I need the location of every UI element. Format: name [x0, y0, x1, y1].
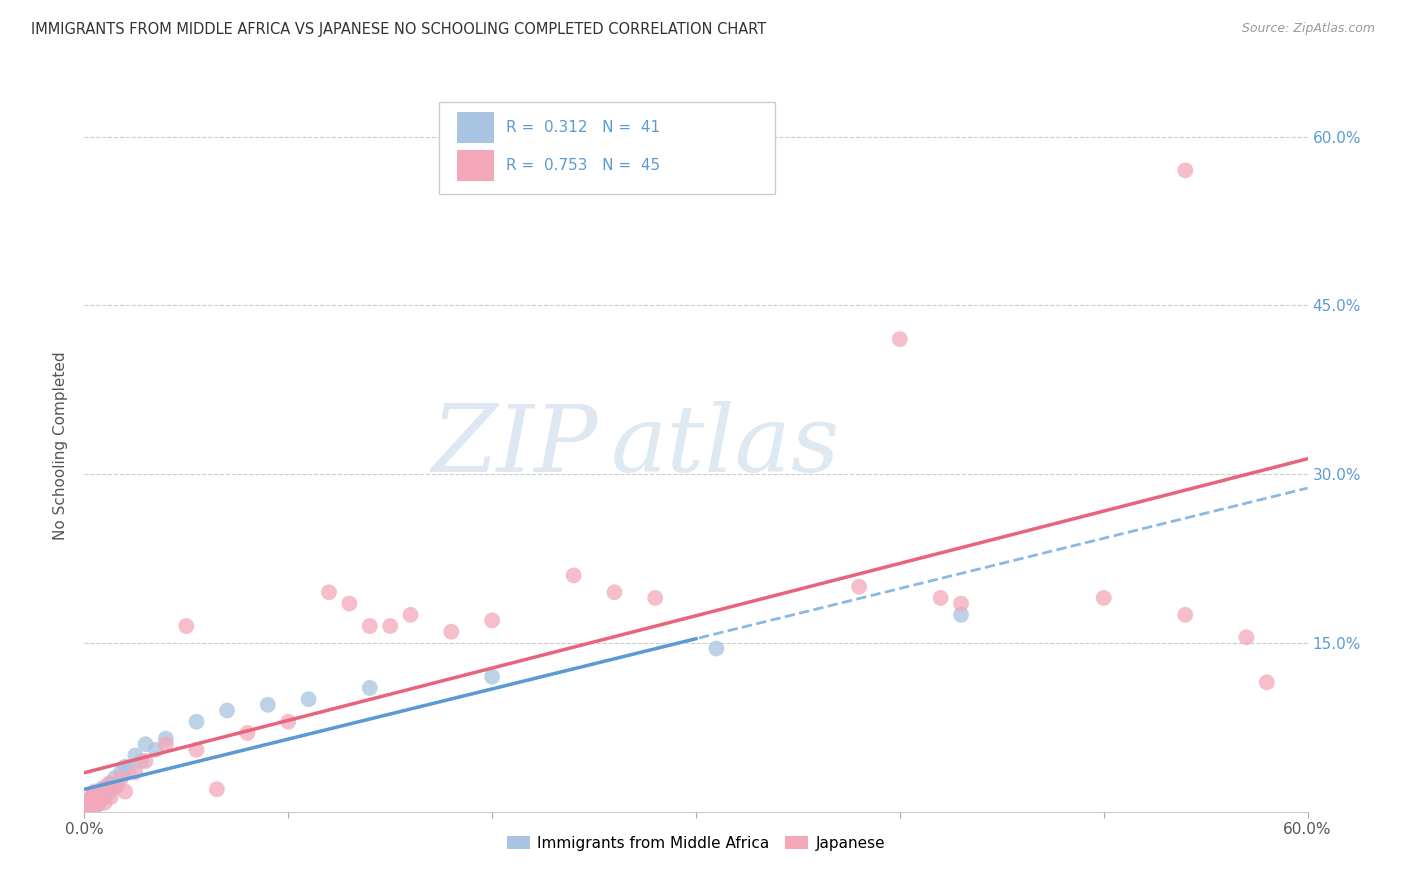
Point	[155, 731, 177, 746]
Point	[86, 793, 108, 807]
Point	[118, 762, 141, 776]
Point	[77, 793, 100, 807]
Point	[186, 714, 208, 729]
Text: R =  0.312   N =  41: R = 0.312 N = 41	[506, 120, 661, 136]
Point	[339, 597, 361, 611]
Text: atlas: atlas	[610, 401, 839, 491]
Point	[91, 787, 114, 801]
Point	[155, 737, 177, 751]
Point	[79, 800, 101, 814]
Point	[97, 786, 120, 800]
Point	[83, 788, 105, 802]
Point	[359, 681, 381, 695]
Point	[1092, 591, 1115, 605]
Text: R =  0.753   N =  45: R = 0.753 N = 45	[506, 159, 661, 173]
Point	[114, 784, 136, 798]
Point	[205, 782, 228, 797]
Point	[93, 796, 115, 810]
Text: IMMIGRANTS FROM MIDDLE AFRICA VS JAPANESE NO SCHOOLING COMPLETED CORRELATION CHA: IMMIGRANTS FROM MIDDLE AFRICA VS JAPANES…	[31, 22, 766, 37]
Point	[96, 782, 118, 797]
Point	[97, 776, 120, 790]
Point	[889, 332, 911, 346]
Point	[86, 797, 108, 812]
Point	[93, 789, 115, 803]
Point	[950, 607, 973, 622]
Legend: Immigrants from Middle Africa, Japanese: Immigrants from Middle Africa, Japanese	[501, 830, 891, 856]
Point	[481, 670, 503, 684]
Point	[1236, 630, 1258, 644]
FancyBboxPatch shape	[457, 112, 494, 144]
Point	[186, 743, 208, 757]
Point	[79, 797, 101, 812]
Point	[82, 797, 104, 811]
Point	[77, 796, 100, 810]
Point	[257, 698, 280, 712]
Point	[145, 743, 167, 757]
Point	[75, 801, 97, 815]
Point	[114, 760, 136, 774]
Point	[110, 771, 132, 785]
Point	[135, 754, 157, 768]
Point	[77, 797, 100, 811]
Point	[91, 781, 114, 796]
Point	[1174, 607, 1197, 622]
Point	[75, 799, 97, 814]
Text: ZIP: ZIP	[432, 401, 598, 491]
Point	[359, 619, 381, 633]
Point	[79, 793, 101, 807]
Point	[481, 614, 503, 628]
Point	[90, 793, 112, 807]
Point	[124, 748, 146, 763]
Point	[91, 782, 114, 797]
Point	[104, 780, 127, 794]
FancyBboxPatch shape	[439, 103, 776, 194]
Point	[706, 641, 728, 656]
Point	[217, 703, 239, 717]
Point	[82, 788, 104, 802]
Point	[82, 801, 104, 815]
Point	[174, 619, 197, 633]
Point	[87, 797, 110, 811]
Point	[100, 790, 122, 805]
Point	[90, 789, 112, 803]
FancyBboxPatch shape	[457, 151, 494, 181]
Point	[929, 591, 952, 605]
Point	[950, 597, 973, 611]
Point	[603, 585, 626, 599]
Point	[83, 797, 105, 812]
Point	[135, 737, 157, 751]
Point	[1256, 675, 1278, 690]
Y-axis label: No Schooling Completed: No Schooling Completed	[53, 351, 69, 541]
Point	[440, 624, 463, 639]
Point	[105, 779, 128, 793]
Point	[298, 692, 321, 706]
Point	[87, 790, 110, 805]
Point	[399, 607, 422, 622]
Point	[644, 591, 666, 605]
Point	[83, 784, 105, 798]
Point	[100, 776, 122, 790]
Point	[380, 619, 402, 633]
Point	[82, 791, 104, 805]
Point	[1174, 163, 1197, 178]
Point	[79, 791, 101, 805]
Point	[562, 568, 585, 582]
Point	[318, 585, 340, 599]
Point	[124, 765, 146, 780]
Point	[104, 771, 127, 785]
Point	[83, 795, 105, 809]
Point	[110, 765, 132, 780]
Point	[131, 754, 153, 768]
Point	[77, 800, 100, 814]
Text: Source: ZipAtlas.com: Source: ZipAtlas.com	[1241, 22, 1375, 36]
Point	[277, 714, 299, 729]
Point	[87, 795, 110, 809]
Point	[79, 796, 101, 810]
Point	[90, 784, 112, 798]
Point	[236, 726, 259, 740]
Point	[75, 801, 97, 815]
Point	[848, 580, 870, 594]
Point	[75, 799, 97, 814]
Point	[86, 792, 108, 806]
